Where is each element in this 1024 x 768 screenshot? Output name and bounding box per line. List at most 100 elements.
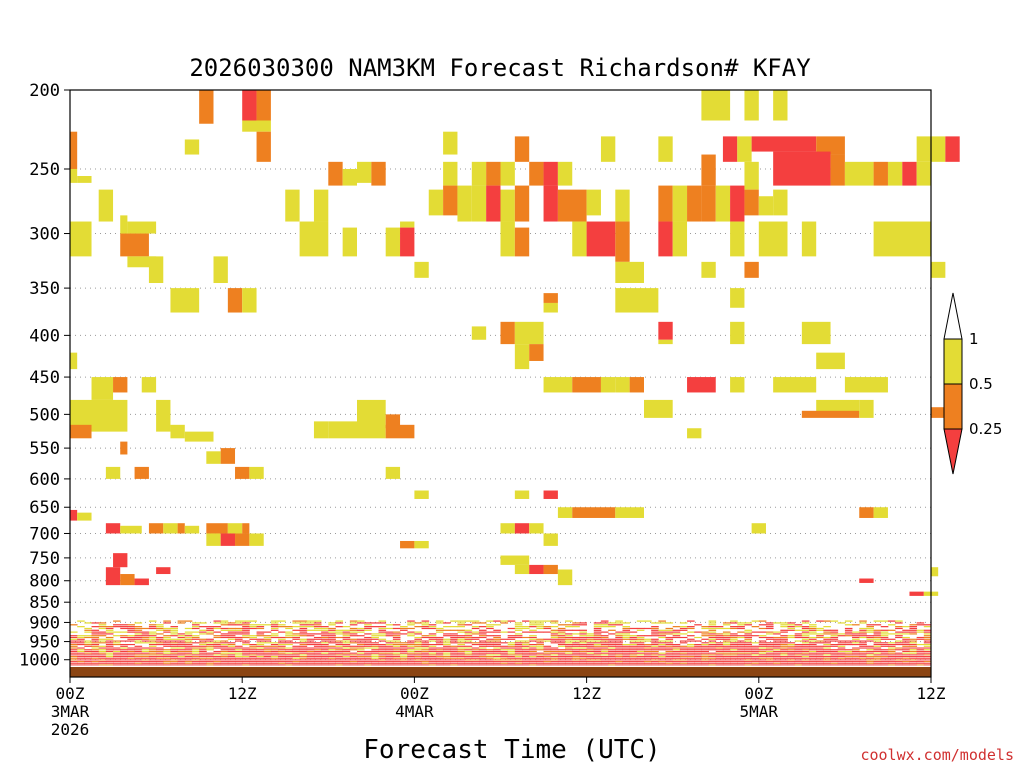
bl-cell [170, 631, 179, 633]
data-cell [801, 410, 860, 418]
bl-cell [242, 622, 250, 624]
bl-cell [270, 656, 279, 658]
bl-cell [328, 650, 336, 653]
bl-cell [184, 635, 193, 637]
bl-cell [780, 659, 788, 661]
bl-cell [134, 656, 143, 658]
bl-cell [177, 664, 186, 666]
bl-cell [91, 656, 100, 658]
bl-cell [636, 636, 645, 639]
bl-cell [557, 664, 566, 666]
bl-cell [579, 649, 587, 651]
bl-cell [407, 647, 415, 649]
bl-cell [644, 635, 652, 637]
data-cell [514, 227, 530, 257]
bl-cell [916, 631, 925, 633]
bl-cell [514, 659, 523, 661]
bl-cell [313, 659, 322, 661]
bl-cell [715, 661, 724, 663]
bl-cell [722, 656, 731, 658]
bl-cell [514, 654, 523, 656]
bl-cell [342, 652, 351, 654]
bl-cell [600, 640, 609, 642]
bl-cell [385, 654, 394, 656]
bl-cell [342, 657, 351, 659]
bl-cell [392, 643, 401, 646]
bl-cell [220, 664, 229, 666]
bl-cell [744, 635, 753, 637]
bl-cell [235, 638, 243, 640]
bl-cell [292, 650, 300, 653]
bl-cell [349, 654, 358, 656]
bl-cell [536, 624, 544, 626]
bl-cell [70, 657, 78, 659]
data-cell [328, 161, 343, 186]
bl-cell [392, 638, 401, 640]
bl-cell [816, 656, 824, 658]
bl-cell [357, 662, 365, 664]
bl-cell [722, 645, 731, 647]
bl-cell [335, 664, 344, 666]
bl-cell [543, 650, 552, 653]
bl-cell [708, 627, 717, 630]
bl-cell [500, 662, 509, 664]
bl-cell [400, 650, 408, 653]
bl-cell [428, 647, 437, 649]
bl-cell [859, 643, 867, 646]
bl-cell [213, 650, 222, 653]
bl-cell [823, 661, 831, 663]
bl-cell [758, 624, 767, 626]
bl-cell [450, 626, 458, 628]
bl-cell [70, 661, 78, 663]
bl-cell [887, 620, 896, 622]
bl-cell [722, 652, 731, 654]
bl-cell [737, 662, 745, 664]
bl-cell [500, 638, 509, 640]
bl-cell [299, 635, 308, 637]
bl-cell [794, 626, 803, 628]
bl-cell [730, 662, 738, 664]
bl-cell [120, 664, 128, 666]
bl-cell [737, 659, 745, 661]
bl-cell [644, 656, 652, 658]
bl-cell [651, 631, 659, 633]
bl-cell [400, 649, 408, 651]
bl-cell [715, 635, 724, 637]
data-cell [773, 377, 817, 393]
bl-cell [880, 659, 889, 661]
bl-cell [629, 642, 638, 644]
bl-cell [493, 636, 501, 639]
bl-cell [866, 656, 874, 658]
data-cell [514, 564, 530, 575]
bl-cell [91, 662, 100, 664]
bl-cell [77, 656, 85, 658]
data-cell [443, 185, 458, 216]
bl-cell [902, 656, 910, 658]
bl-cell [514, 627, 523, 630]
bl-cell [371, 622, 379, 624]
bl-cell [694, 654, 702, 656]
bl-cell [313, 664, 322, 666]
bl-cell [313, 643, 322, 646]
data-cells [70, 90, 960, 596]
data-cell [730, 185, 745, 222]
bl-cell [572, 656, 580, 658]
bl-cell [414, 656, 422, 658]
bl-cell [263, 657, 272, 659]
bl-cell [342, 631, 351, 633]
bl-cell [443, 656, 451, 658]
bl-cell [285, 636, 293, 639]
bl-cell [572, 654, 580, 656]
data-cell [342, 168, 357, 186]
bl-cell [844, 624, 853, 626]
data-cell [557, 189, 587, 222]
bl-cell [737, 624, 745, 626]
bl-cell [694, 643, 702, 646]
bl-cell [730, 627, 738, 630]
y-axis-ticks: 2002503003504004505005506006507007508008… [19, 81, 70, 671]
bl-cell [400, 657, 408, 659]
bl-cell [299, 638, 308, 640]
bl-cell [687, 645, 695, 647]
bl-cell [823, 620, 831, 622]
bl-cell [658, 629, 666, 631]
